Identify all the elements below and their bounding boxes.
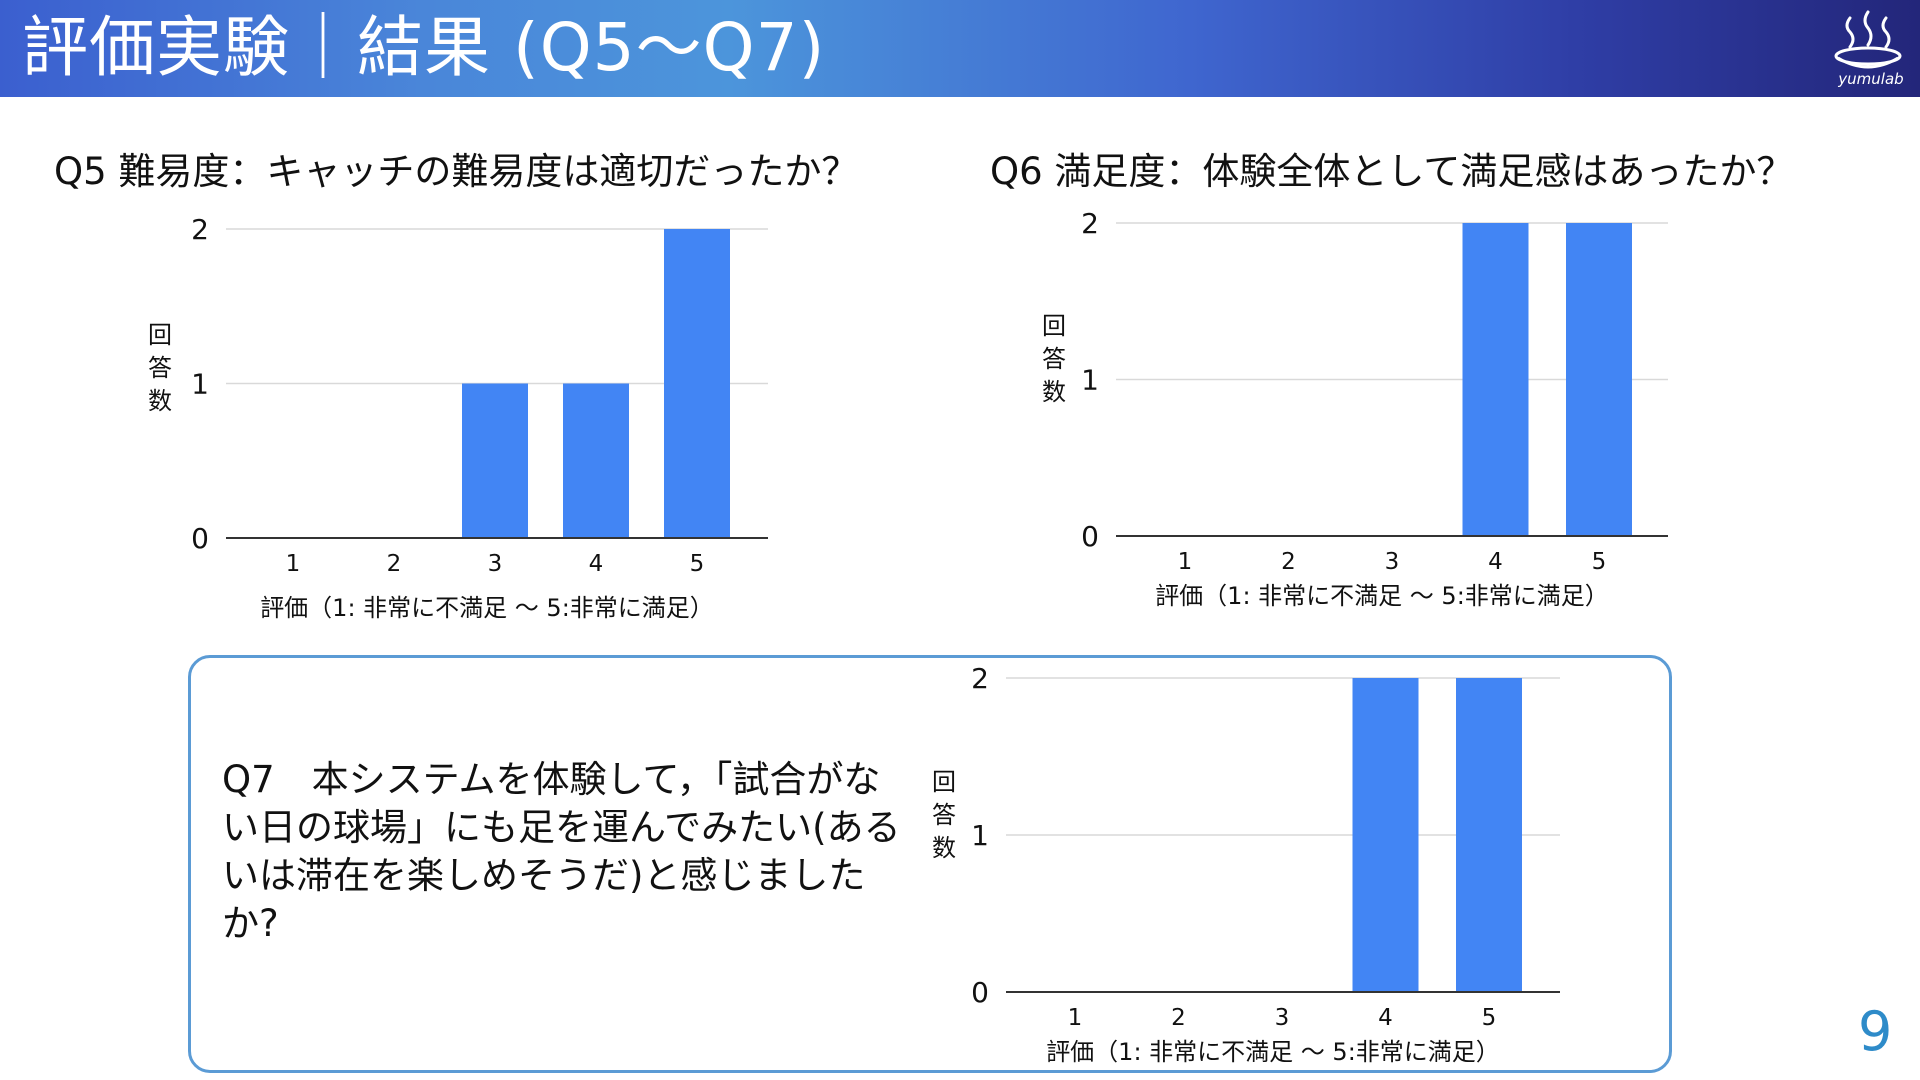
- y-axis-label-char: 答: [1042, 345, 1066, 373]
- y-tick-label: 0: [1081, 520, 1099, 553]
- y-axis-label-char: 回: [148, 321, 172, 349]
- bar: [1566, 223, 1632, 536]
- page-title: 評価実験｜結果 (Q5〜Q7): [22, 9, 826, 86]
- x-tick-label: 3: [488, 551, 503, 577]
- q7-question-text: Q7 本システムを体験して，「試合がない日の球場」にも足を運んでみたい(あるいは…: [222, 758, 901, 945]
- x-tick-label: 2: [387, 551, 402, 577]
- y-tick-label: 1: [1081, 364, 1099, 397]
- x-tick-label: 2: [1281, 549, 1296, 575]
- x-tick-label: 5: [1592, 549, 1607, 575]
- x-tick-label: 5: [690, 551, 705, 577]
- x-tick-label: 4: [1488, 549, 1503, 575]
- y-tick-label: 2: [1081, 207, 1099, 240]
- x-axis-label: 評価（1: 非常に不満足 〜 5:非常に満足）: [1155, 582, 1609, 610]
- header-bar: 評価実験｜結果 (Q5〜Q7) yumulab: [0, 0, 1920, 97]
- y-axis-label-char: 数: [148, 387, 172, 415]
- logo-text: yumulab: [1838, 70, 1904, 88]
- x-axis-label: 評価（1: 非常に不満足 〜 5:非常に満足）: [260, 594, 714, 622]
- bar: [664, 229, 730, 538]
- x-tick-label: 3: [1385, 549, 1400, 575]
- x-tick-label: 4: [589, 551, 604, 577]
- x-tick-label: 1: [1178, 549, 1193, 575]
- q6-title: Q6 満足度：体験全体として満足感はあったか？: [990, 150, 1794, 193]
- y-tick-label: 1: [191, 368, 209, 401]
- y-axis-label-char: 答: [148, 354, 172, 382]
- bar: [462, 383, 528, 538]
- bar: [1462, 223, 1529, 536]
- y-axis-label-char: 回: [1042, 312, 1066, 340]
- bar: [563, 383, 629, 538]
- q7-box: [188, 655, 1672, 1073]
- y-tick-label: 2: [191, 213, 209, 246]
- q5-title: Q5 難易度：キャッチの難易度は適切だったか？: [54, 150, 859, 193]
- page-number: 9: [1858, 1000, 1893, 1063]
- yumulab-logo-icon: [1834, 10, 1902, 69]
- y-tick-label: 0: [191, 522, 209, 555]
- x-tick-label: 1: [286, 551, 301, 577]
- y-axis-label-char: 数: [1042, 378, 1066, 406]
